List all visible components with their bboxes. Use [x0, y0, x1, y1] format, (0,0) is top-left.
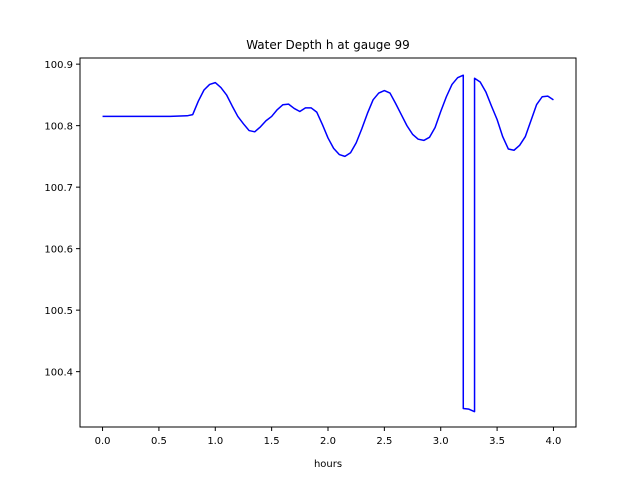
y-tick-label: 100.9 [44, 60, 73, 71]
y-tick-label: 100.4 [44, 368, 73, 379]
x-tick-label: 2.0 [320, 436, 336, 447]
x-tick-label: 3.5 [489, 436, 505, 447]
y-axis-ticks: 100.4 100.5 100.6 100.7 100.8 100.9 [44, 60, 80, 379]
x-axis-ticks: 0.0 0.5 1.0 1.5 2.0 2.5 3.0 3.5 4.0 [95, 427, 562, 447]
y-tick-label: 100.5 [44, 306, 73, 317]
chart-title: Water Depth h at gauge 99 [246, 38, 410, 52]
y-tick-label: 100.6 [44, 245, 73, 256]
x-tick-label: 2.5 [376, 436, 392, 447]
y-tick-label: 100.8 [44, 122, 73, 133]
plot-area [102, 74, 554, 413]
x-tick-label: 0.0 [95, 436, 111, 447]
x-tick-label: 4.0 [546, 436, 562, 447]
x-axis-label: hours [314, 459, 342, 470]
x-tick-label: 1.5 [264, 436, 280, 447]
axes-frame [79, 57, 577, 428]
x-tick-label: 1.0 [207, 436, 223, 447]
series-line [102, 74, 554, 413]
y-tick-label: 100.7 [44, 183, 73, 194]
x-tick-label: 0.5 [151, 436, 167, 447]
x-tick-label: 3.0 [433, 436, 449, 447]
